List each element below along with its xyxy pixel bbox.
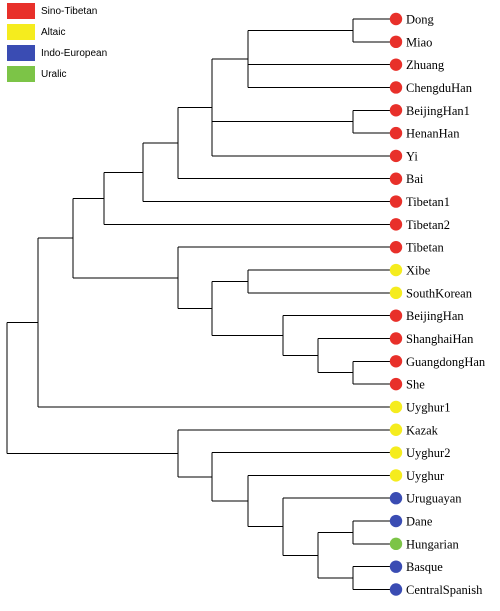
tree-branches <box>6 18 390 590</box>
leaf-label: SouthKorean <box>406 286 473 300</box>
legend-swatch <box>7 66 35 82</box>
leaf-label: BeijingHan <box>406 309 464 323</box>
legend-swatch <box>7 3 35 19</box>
leaf-label: Uyghur1 <box>406 400 450 414</box>
leaf-marker <box>389 12 403 26</box>
leaf-label: Dane <box>406 515 433 529</box>
leaf-marker <box>389 241 403 254</box>
leaf-marker <box>389 583 403 596</box>
leaf-label: She <box>406 378 425 392</box>
leaf-label: Tibetan <box>406 241 444 255</box>
leaf-marker <box>389 537 403 551</box>
leaf-marker <box>389 423 403 436</box>
leaf-marker <box>389 332 403 345</box>
leaf-label: Tibetan2 <box>406 218 450 232</box>
leaf-marker <box>389 492 403 505</box>
leaf-marker <box>389 35 403 49</box>
leaf-label: Zhuang <box>406 58 445 72</box>
tree-leaves: Dong Miao Zhuang ChengduHan BeijingHan1 Henan… <box>389 12 486 597</box>
leaf-label: ShanghaiHan <box>406 332 474 346</box>
leaf-label: Miao <box>406 35 432 49</box>
leaf-marker <box>389 377 403 391</box>
leaf-label: BeijingHan1 <box>406 104 470 118</box>
leaf-label: Uyghur <box>406 469 445 483</box>
leaf-marker <box>389 514 403 528</box>
leaf-marker <box>389 560 403 573</box>
legend-label: Uralic <box>41 69 67 80</box>
leaf-marker <box>389 309 403 322</box>
leaf-marker <box>389 355 403 368</box>
legend-label: Indo-European <box>41 48 107 59</box>
leaf-label: Kazak <box>406 423 439 437</box>
leaf-label: Basque <box>406 560 443 574</box>
leaf-label: Yi <box>406 149 418 163</box>
leaf-marker <box>389 446 403 459</box>
leaf-label: Hungarian <box>406 537 460 551</box>
leaf-marker <box>389 126 403 140</box>
leaf-marker <box>389 58 403 71</box>
leaf-label: Tibetan1 <box>406 195 450 209</box>
leaf-label: Uruguayan <box>406 492 462 506</box>
leaf-label: Xibe <box>406 264 431 278</box>
leaf-marker <box>389 400 403 414</box>
leaf-label: GuangdongHan <box>406 355 486 369</box>
leaf-label: Bai <box>406 172 424 186</box>
leaf-label: CentralSpanish <box>406 583 483 597</box>
legend: Sino-Tibetan Altaic Indo-European Uralic <box>7 3 107 82</box>
leaf-marker <box>389 104 403 117</box>
legend-label: Sino-Tibetan <box>41 6 97 17</box>
leaf-label: ChengduHan <box>406 81 473 95</box>
leaf-marker <box>389 81 403 94</box>
leaf-marker <box>389 286 403 300</box>
legend-swatch <box>7 24 35 40</box>
leaf-label: Dong <box>406 13 435 27</box>
leaf-marker <box>389 469 403 482</box>
leaf-marker <box>389 218 403 231</box>
legend-label: Altaic <box>41 27 65 38</box>
leaf-label: Uyghur2 <box>406 446 450 460</box>
leaf-label: HenanHan <box>406 127 460 141</box>
leaf-marker <box>389 149 403 163</box>
leaf-marker <box>389 172 403 185</box>
leaf-marker <box>389 195 403 208</box>
legend-swatch <box>7 45 35 61</box>
leaf-marker <box>389 263 403 277</box>
